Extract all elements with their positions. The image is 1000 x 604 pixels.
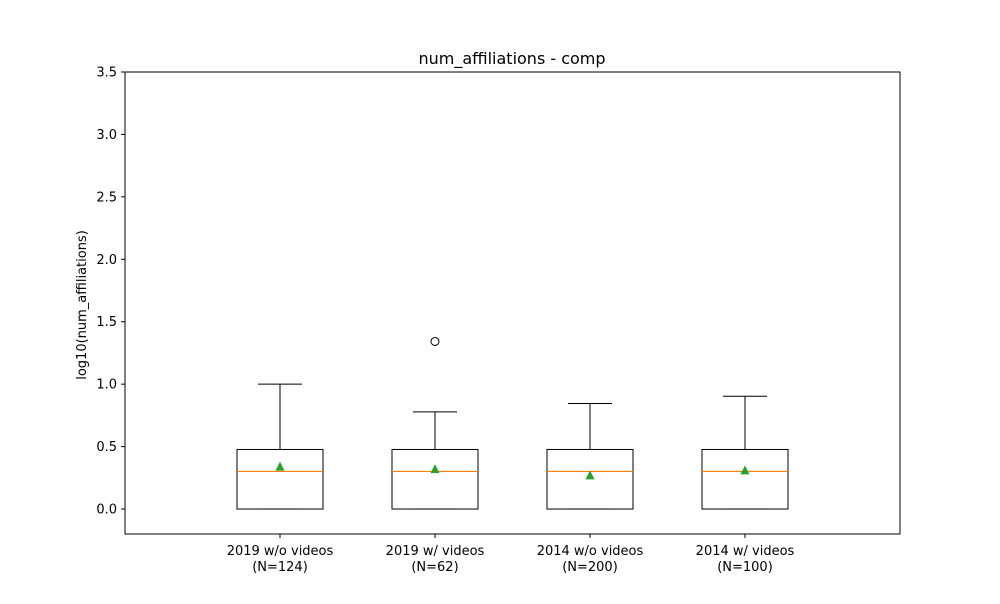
y-tick-label: 2.0 xyxy=(96,253,117,268)
mean-marker xyxy=(740,465,750,475)
box-group: 2019 w/o videos(N=124) xyxy=(227,383,334,575)
y-tick-label: 0.0 xyxy=(96,503,117,518)
axes-frame xyxy=(124,71,901,535)
iqr-box xyxy=(391,448,479,510)
y-tick-label: 0.5 xyxy=(96,440,117,455)
box-group: 2019 w/ videos(N=62) xyxy=(386,336,485,575)
y-tick-label: 3.0 xyxy=(96,128,117,143)
box-group: 2014 w/ videos(N=100) xyxy=(696,395,795,575)
y-tick-label: 3.5 xyxy=(96,66,117,81)
y-tick-label: 1.5 xyxy=(96,315,117,330)
chart-title: num_affiliations - comp xyxy=(418,49,605,69)
iqr-box xyxy=(546,448,634,510)
iqr-box xyxy=(236,448,324,510)
outlier-point xyxy=(430,336,440,346)
y-tick-label: 1.0 xyxy=(96,378,117,393)
box-group: 2014 w/o videos(N=200) xyxy=(537,403,644,575)
y-axis-label: log10(num_affiliations) xyxy=(75,230,90,380)
x-tick-label: 2014 w/o videos xyxy=(537,544,644,559)
x-tick-label: 2019 w/ videos xyxy=(386,544,485,559)
x-tick-label-count: (N=200) xyxy=(562,560,618,575)
x-tick-label-count: (N=100) xyxy=(717,560,773,575)
x-tick-label: 2019 w/o videos xyxy=(227,544,334,559)
x-tick-label: 2014 w/ videos xyxy=(696,544,795,559)
iqr-box xyxy=(701,448,789,510)
x-tick-label-count: (N=62) xyxy=(411,560,458,575)
mean-marker xyxy=(585,470,595,480)
y-tick-label: 2.5 xyxy=(96,190,117,205)
mean-marker xyxy=(430,464,440,474)
mean-marker xyxy=(275,461,285,471)
x-tick-label-count: (N=124) xyxy=(252,560,308,575)
